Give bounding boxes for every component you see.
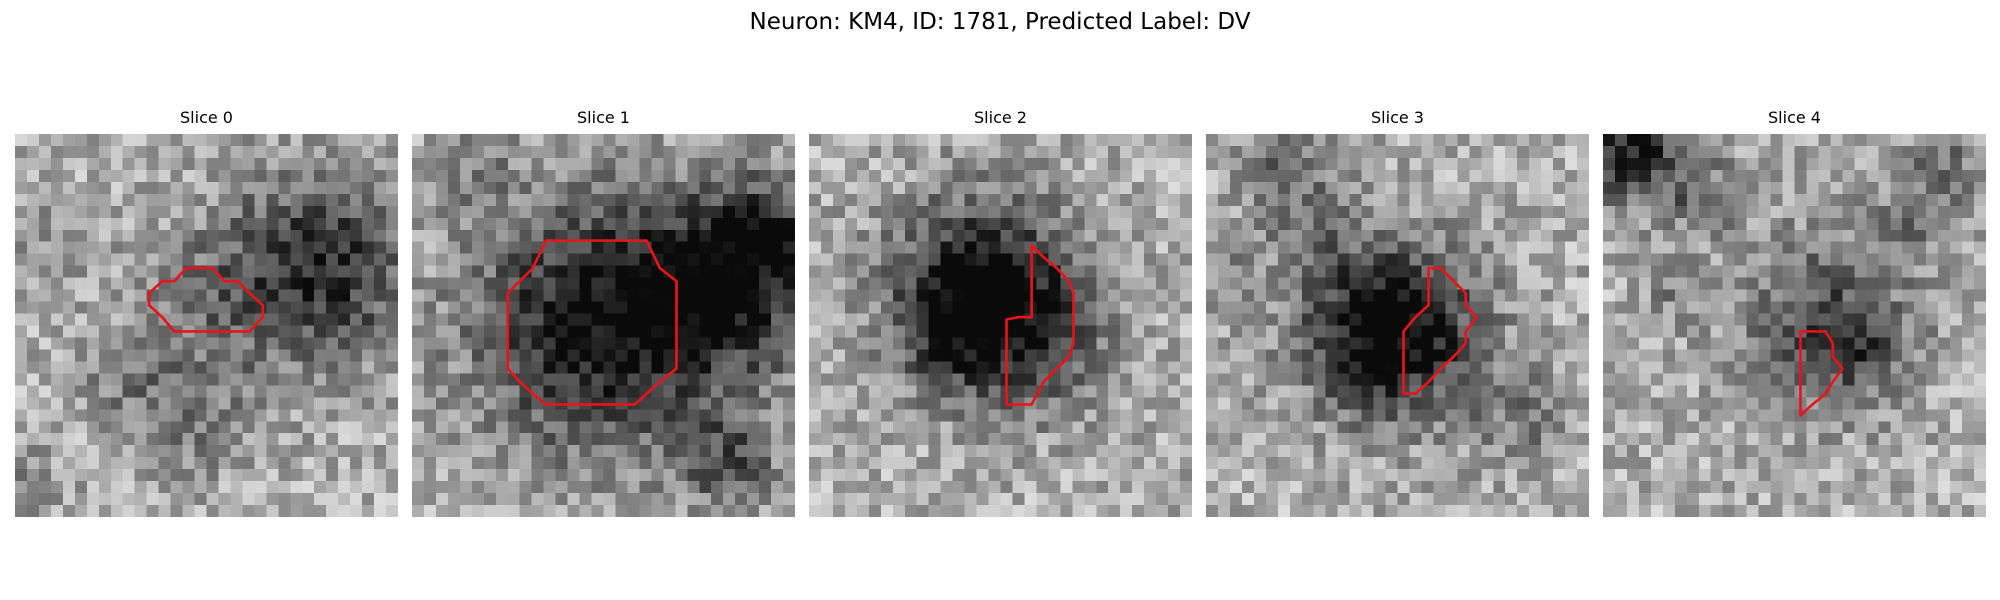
slice-title-1: Slice 1 <box>577 108 630 127</box>
slice-image-2 <box>809 134 1192 517</box>
figure-title: Neuron: KM4, ID: 1781, Predicted Label: … <box>749 9 1251 35</box>
slice-image-4 <box>1603 134 1986 517</box>
roi-outline-2 <box>1005 243 1075 406</box>
roi-outline-4 <box>1799 330 1844 417</box>
slice-title-2: Slice 2 <box>974 108 1027 127</box>
slice-image-0 <box>15 134 398 517</box>
roi-outline-0 <box>147 266 265 333</box>
roi-outline-3 <box>1402 266 1478 396</box>
slice-image-3 <box>1206 134 1589 517</box>
roi-outline-1 <box>506 239 678 406</box>
slice-image-1 <box>412 134 795 517</box>
slice-title-0: Slice 0 <box>180 108 233 127</box>
slice-title-3: Slice 3 <box>1371 108 1424 127</box>
slice-title-4: Slice 4 <box>1768 108 1821 127</box>
